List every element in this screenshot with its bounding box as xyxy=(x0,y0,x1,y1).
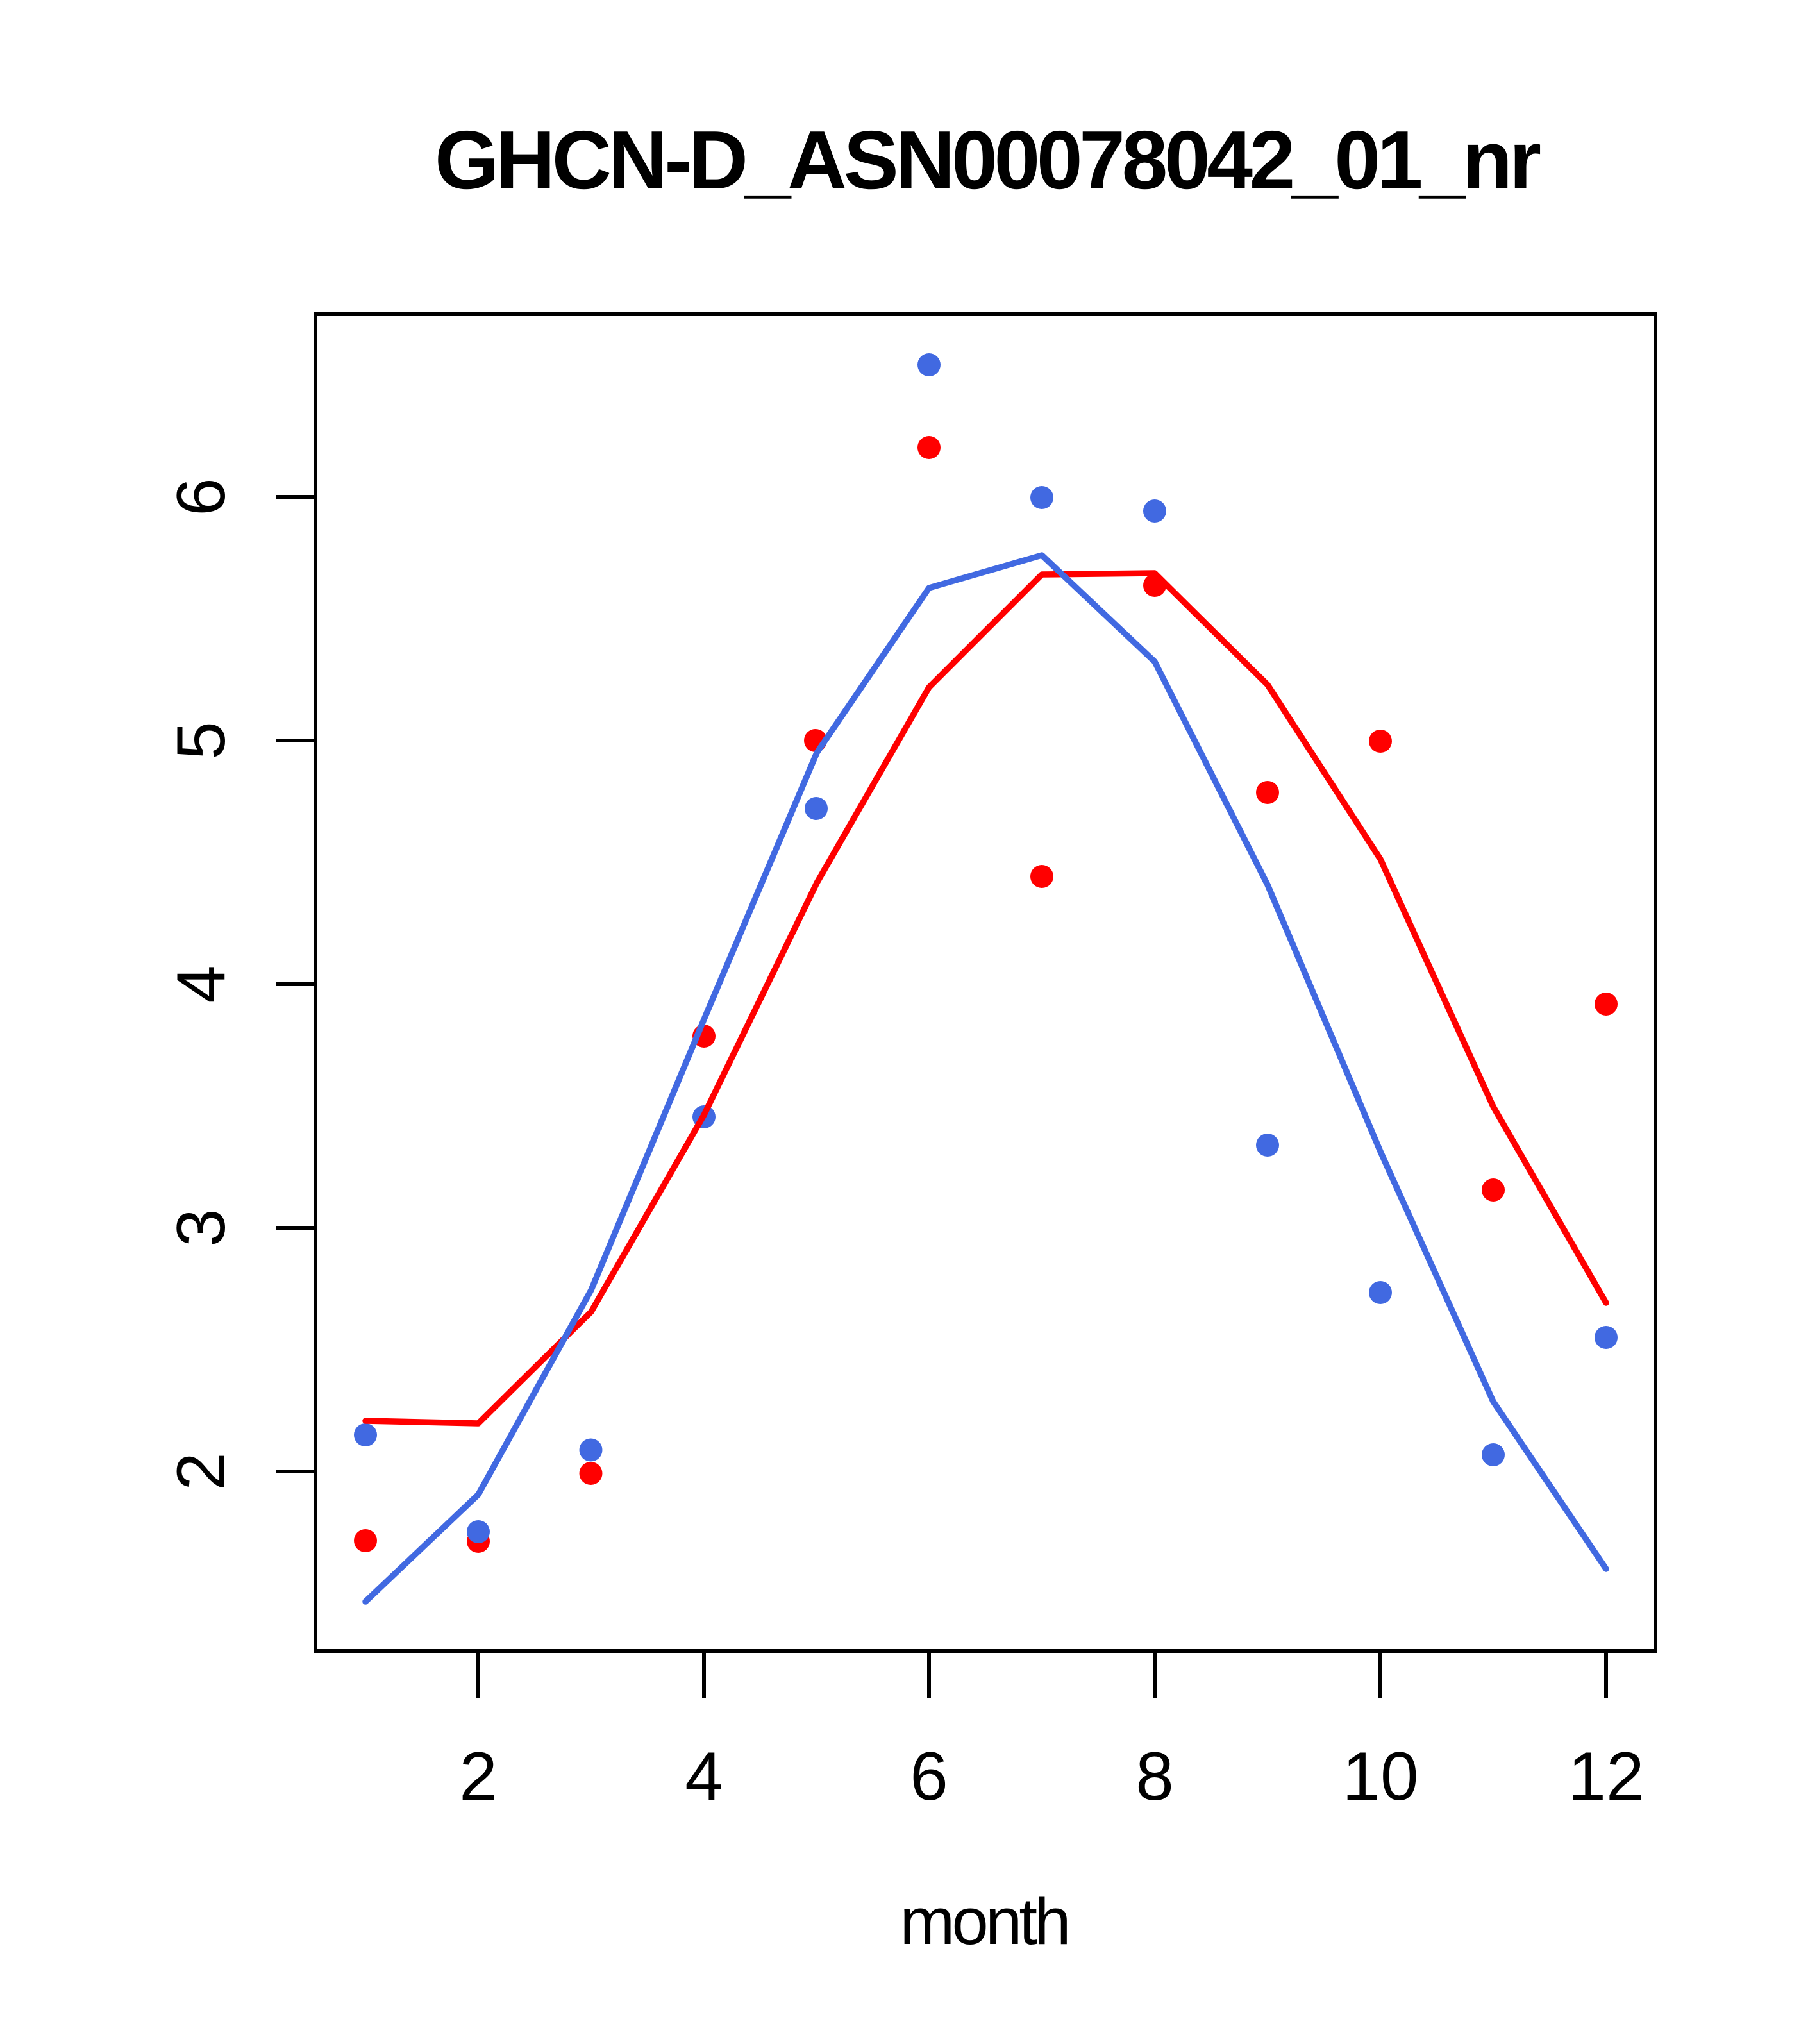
svg-text:4: 4 xyxy=(162,965,239,1003)
svg-text:10: 10 xyxy=(1342,1738,1418,1814)
svg-text:3: 3 xyxy=(162,1209,239,1247)
svg-text:2: 2 xyxy=(162,1452,239,1491)
svg-text:4: 4 xyxy=(685,1738,723,1814)
svg-text:5: 5 xyxy=(162,721,239,760)
svg-text:6: 6 xyxy=(162,478,239,516)
svg-text:2: 2 xyxy=(459,1738,498,1814)
svg-text:month: month xyxy=(900,1884,1071,1958)
svg-text:GHCN-D_ASN00078042_01_nr: GHCN-D_ASN00078042_01_nr xyxy=(435,114,1541,206)
svg-text:8: 8 xyxy=(1135,1738,1174,1814)
svg-text:6: 6 xyxy=(910,1738,948,1814)
svg-text:12: 12 xyxy=(1568,1738,1644,1814)
